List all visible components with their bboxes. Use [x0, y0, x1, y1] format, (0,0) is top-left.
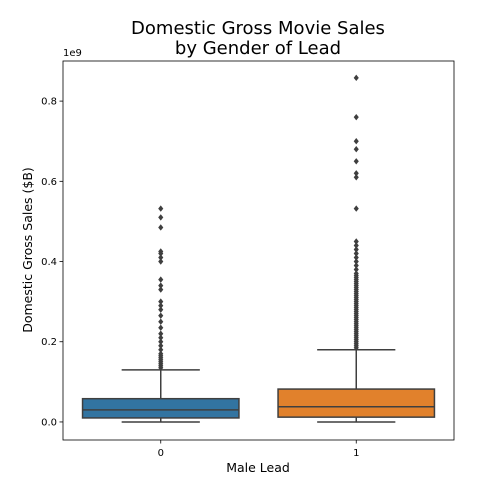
y-tick-label: 0.2	[41, 337, 57, 348]
x-axis-label: Male Lead	[226, 460, 290, 475]
outlier-point	[353, 250, 359, 257]
y-tick-label: 0.8	[41, 97, 57, 108]
outlier-point	[353, 246, 359, 253]
outlier-point	[158, 342, 164, 349]
outlier-point	[353, 174, 359, 181]
outlier-point	[158, 302, 164, 309]
outlier-point	[353, 113, 359, 121]
outlier-point	[158, 276, 164, 283]
outlier-point	[353, 242, 359, 249]
outlier-point	[158, 318, 164, 325]
outlier-point	[158, 338, 164, 345]
outlier-point	[353, 205, 359, 212]
outlier-point	[353, 238, 359, 245]
outlier-point	[353, 74, 359, 82]
outlier-point	[158, 306, 164, 313]
outlier-point	[158, 248, 164, 255]
outlier-point	[158, 258, 164, 265]
chart-title-line-2: by Gender of Lead	[175, 38, 341, 59]
plot-area	[62, 60, 455, 441]
y-tick-label: 0.4	[41, 257, 57, 268]
x-tick-label: 1	[353, 448, 359, 459]
outlier-point	[353, 146, 359, 153]
outlier-point	[353, 262, 359, 269]
chart-title-line-1: Domestic Gross Movie Sales	[131, 18, 385, 39]
outlier-point	[353, 258, 359, 265]
outlier-point	[158, 334, 164, 341]
outlier-point	[158, 350, 164, 357]
outlier-point	[158, 324, 164, 331]
iqr-box	[81, 397, 240, 419]
outlier-point	[353, 266, 359, 273]
outlier-point	[158, 312, 164, 319]
outlier-point	[353, 254, 359, 261]
y-axis-ticks: 0.0 0.2 0.4 0.6 0.8	[41, 97, 63, 428]
outlier-point	[353, 170, 359, 177]
y-axis-label: Domestic Gross Sales ($B)	[20, 167, 35, 333]
outlier-point	[158, 282, 164, 289]
outlier-point	[158, 286, 164, 293]
iqr-box	[277, 388, 436, 418]
outlier-point	[353, 158, 359, 165]
y-axis-offset-label: 1e9	[63, 48, 82, 59]
y-tick-label: 0.0	[41, 417, 57, 428]
outlier-point	[158, 298, 164, 305]
outlier-point	[158, 214, 164, 221]
outlier-point	[158, 254, 164, 261]
outlier-point	[353, 270, 359, 277]
x-tick-label: 0	[158, 448, 164, 459]
outlier-point	[158, 346, 164, 353]
box-group	[81, 74, 436, 423]
outlier-point	[158, 330, 164, 337]
outlier-point	[353, 138, 359, 145]
outlier-point	[158, 224, 164, 231]
outlier-point	[158, 205, 164, 212]
box-category-1	[277, 74, 436, 423]
y-tick-label: 0.6	[41, 177, 57, 188]
box-category-0	[81, 205, 240, 423]
